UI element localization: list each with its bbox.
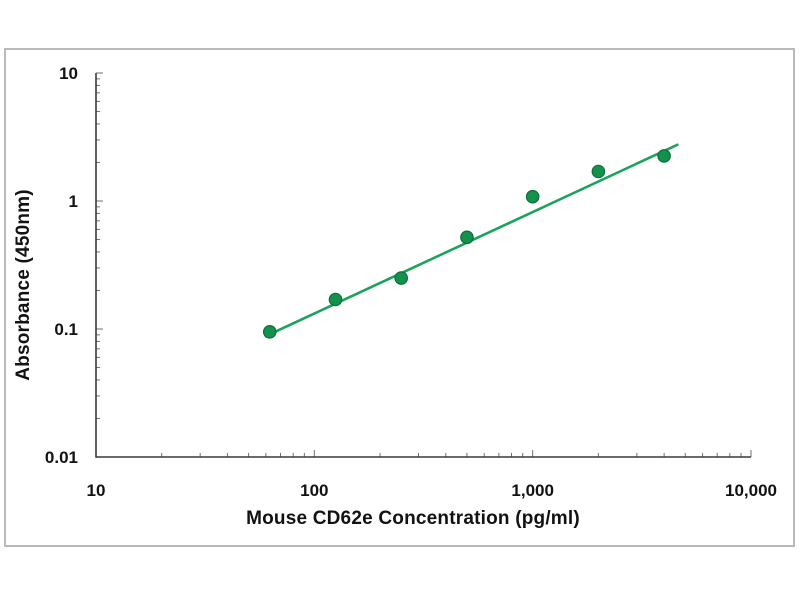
x-axis-tick-label: 10: [87, 481, 106, 500]
data-point-marker: [591, 164, 606, 179]
x-axis-tick-label: 1,000: [511, 481, 554, 500]
data-point-marker: [328, 292, 343, 307]
x-axis-title: Mouse CD62e Concentration (pg/ml): [246, 508, 580, 529]
data-point-marker: [394, 271, 409, 285]
y-axis-tick-label: 1: [69, 192, 78, 211]
plot-elements: 10 100 1,000 10,000 10 1 0.1 0.01: [45, 64, 777, 500]
data-point-marker: [460, 230, 474, 245]
y-axis-tick-label: 10: [59, 64, 78, 83]
y-axis-tick-label: 0.1: [54, 320, 78, 339]
y-axis-tick-label: 0.01: [45, 448, 78, 467]
data-point-marker: [657, 149, 671, 163]
x-axis-tick-label: 100: [300, 481, 328, 500]
data-point-marker: [525, 189, 540, 204]
x-axis-tick-label: 10,000: [725, 481, 777, 500]
chart-frame: [4, 48, 795, 547]
data-point-marker: [262, 325, 277, 339]
y-axis-title: Absorbance (450nm): [13, 189, 34, 381]
